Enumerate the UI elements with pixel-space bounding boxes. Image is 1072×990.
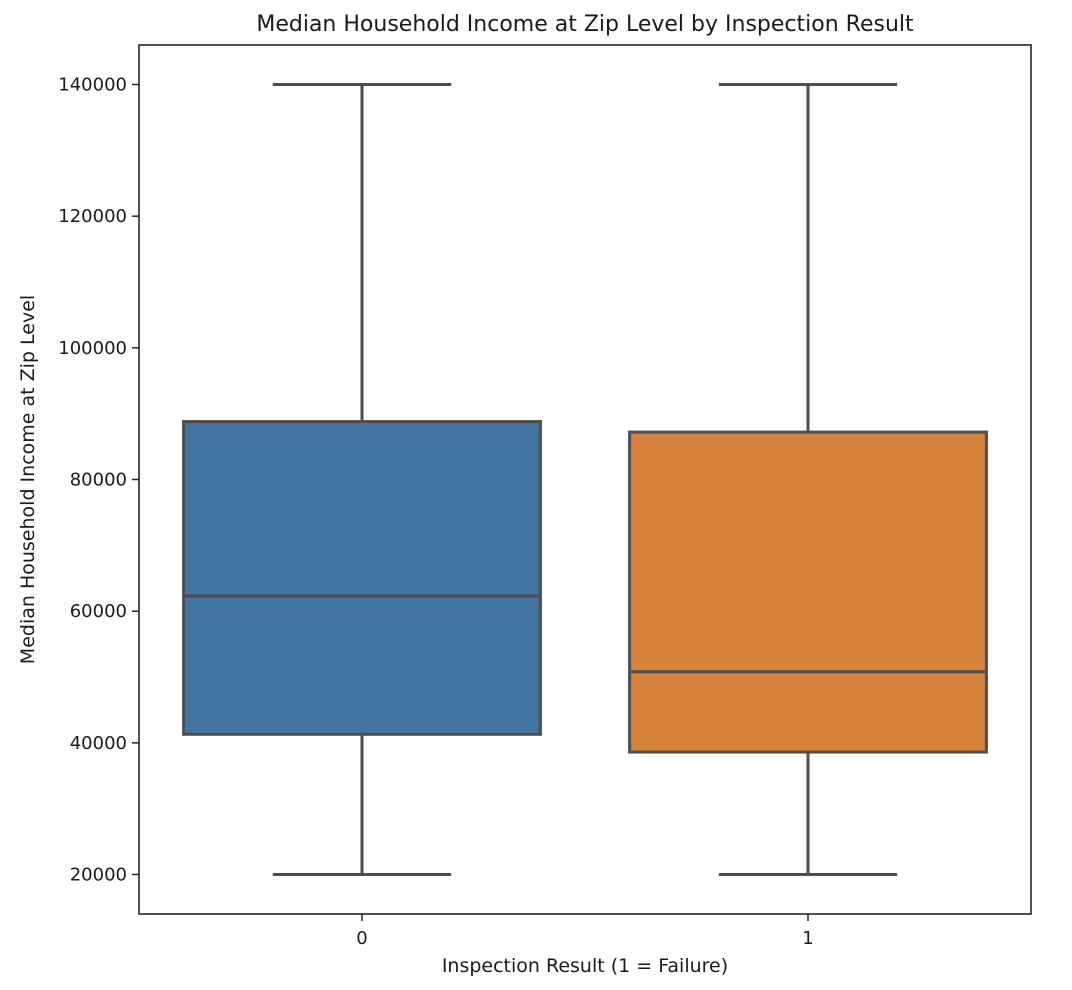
x-axis-label: Inspection Result (1 = Failure) — [442, 955, 728, 977]
x-tick-label: 0 — [356, 928, 367, 949]
box-group-0 — [182, 83, 542, 876]
y-tick-label: 60000 — [70, 601, 127, 622]
box-0 — [182, 420, 542, 736]
boxes-layer — [182, 83, 988, 876]
y-axis: 20000 40000 60000 80000 100000 120000 140000 — [58, 75, 139, 886]
y-tick-label: 120000 — [58, 206, 127, 227]
y-tick-label: 40000 — [70, 733, 127, 754]
box-1 — [628, 430, 988, 754]
y-tick-label: 20000 — [70, 865, 127, 886]
x-tick-label: 1 — [802, 928, 813, 949]
y-tick-label: 80000 — [70, 470, 127, 491]
y-tick-label: 140000 — [58, 75, 127, 96]
y-tick-label: 100000 — [58, 338, 127, 359]
chart-title: Median Household Income at Zip Level by … — [256, 12, 914, 37]
y-axis-label: Median Household Income at Zip Level — [17, 295, 39, 664]
box-group-1 — [628, 83, 988, 876]
